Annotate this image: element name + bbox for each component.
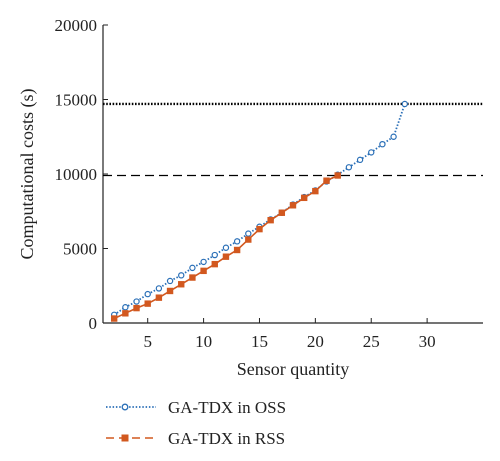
data-point bbox=[122, 310, 129, 317]
x-tick-label: 20 bbox=[307, 332, 324, 351]
data-point bbox=[144, 300, 151, 307]
data-point bbox=[144, 290, 151, 298]
data-point bbox=[133, 304, 140, 312]
legend-item-2: GA-TDX in RSS bbox=[106, 429, 285, 448]
data-point bbox=[211, 251, 218, 259]
y-tick-label: 0 bbox=[89, 314, 98, 333]
y-tick-label: 20000 bbox=[55, 16, 98, 35]
series-1 bbox=[110, 100, 408, 319]
x-ticks: 5 10 15 20 25 30 bbox=[143, 318, 436, 351]
data-point bbox=[256, 225, 263, 233]
legend-item-1: GA-TDX in OSS bbox=[106, 398, 286, 417]
data-point bbox=[300, 194, 308, 202]
data-point bbox=[267, 216, 274, 224]
data-point bbox=[200, 267, 207, 275]
data-point bbox=[166, 277, 174, 285]
data-point bbox=[189, 274, 196, 281]
data-point bbox=[200, 258, 207, 266]
data-point bbox=[155, 294, 163, 301]
data-point bbox=[356, 156, 364, 164]
data-point bbox=[178, 272, 185, 279]
data-point bbox=[133, 298, 140, 305]
data-point bbox=[401, 100, 408, 108]
data-point bbox=[178, 281, 185, 288]
data-point bbox=[166, 287, 174, 295]
series-layer bbox=[110, 100, 408, 322]
legend-label: GA-TDX in OSS bbox=[168, 398, 286, 417]
data-point bbox=[211, 260, 218, 268]
legend: GA-TDX in OSS GA-TDX in RSS bbox=[106, 398, 286, 448]
data-point bbox=[390, 133, 397, 140]
x-tick-label: 5 bbox=[143, 332, 152, 351]
data-point bbox=[155, 285, 163, 292]
data-point bbox=[245, 236, 252, 243]
y-ticks: 0 5000 10000 15000 20000 bbox=[55, 16, 108, 333]
y-tick-label: 5000 bbox=[63, 240, 97, 259]
data-point bbox=[289, 202, 297, 209]
x-tick-label: 10 bbox=[195, 332, 212, 351]
legend-marker bbox=[121, 434, 129, 442]
data-point bbox=[278, 209, 286, 216]
data-point bbox=[345, 164, 353, 171]
y-tick-label: 10000 bbox=[55, 165, 98, 184]
data-point bbox=[334, 172, 341, 179]
data-point bbox=[233, 246, 241, 254]
x-tick-label: 30 bbox=[419, 332, 436, 351]
y-axis-label: Computational costs (s) bbox=[17, 89, 38, 260]
data-point bbox=[222, 253, 230, 260]
data-point bbox=[110, 315, 118, 322]
legend-marker bbox=[121, 403, 129, 411]
x-tick-label: 15 bbox=[251, 332, 268, 351]
data-point bbox=[189, 264, 196, 272]
legend-label: GA-TDX in RSS bbox=[168, 429, 285, 448]
data-point bbox=[368, 149, 375, 156]
series-2 bbox=[110, 172, 341, 322]
x-axis-label: Sensor quantity bbox=[237, 359, 350, 379]
data-point bbox=[122, 304, 129, 311]
y-tick-label: 15000 bbox=[55, 91, 98, 110]
data-point bbox=[379, 140, 386, 148]
plot-area: 0 5000 10000 15000 20000 5 10 15 20 25 30 bbox=[55, 16, 483, 351]
data-point bbox=[245, 230, 252, 237]
data-point bbox=[233, 238, 241, 245]
reference-lines bbox=[103, 102, 483, 177]
data-point bbox=[222, 244, 230, 251]
data-point bbox=[323, 177, 330, 184]
x-tick-label: 25 bbox=[363, 332, 380, 351]
data-point bbox=[312, 187, 319, 195]
series-line bbox=[113, 103, 406, 316]
